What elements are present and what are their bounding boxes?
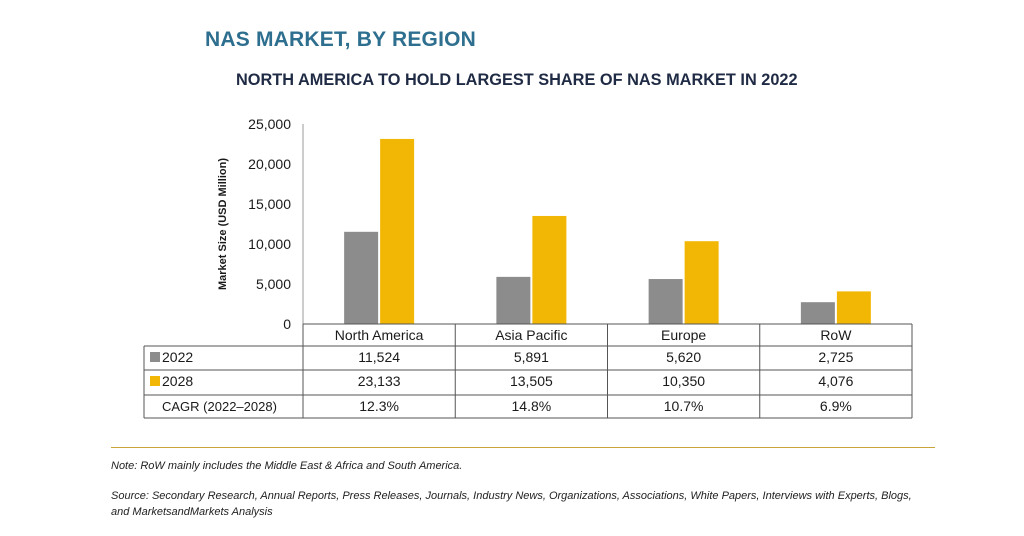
page-title: NAS MARKET, BY REGION bbox=[205, 28, 477, 51]
legend-swatch-2022 bbox=[150, 352, 160, 362]
source-note: Source: Secondary Research, Annual Repor… bbox=[111, 490, 912, 518]
bar-chart: 0 5,000 10,000 15,000 20,000 25,000 Market Siz… bbox=[143, 116, 913, 419]
category-label: Europe bbox=[661, 327, 706, 343]
category-label: North America bbox=[335, 327, 424, 343]
data-label: 13,505 bbox=[510, 373, 553, 389]
cagr-value: 12.3% bbox=[359, 398, 399, 414]
cagr-row-label: CAGR (2022–2028) bbox=[162, 399, 277, 414]
data-label: 23,133 bbox=[358, 373, 401, 389]
category-label: Asia Pacific bbox=[495, 327, 567, 343]
data-label: 5,891 bbox=[514, 349, 549, 365]
legend-label-2022: 2022 bbox=[162, 349, 193, 365]
chart-subtitle: NORTH AMERICA TO HOLD LARGEST SHARE OF N… bbox=[236, 70, 798, 89]
y-tick-label: 20,000 bbox=[248, 156, 291, 172]
footer-divider bbox=[111, 447, 935, 448]
cagr-value: 14.8% bbox=[512, 398, 552, 414]
y-tick-label: 10,000 bbox=[248, 236, 291, 252]
bar-2022 bbox=[344, 231, 379, 324]
y-tick-label: 25,000 bbox=[248, 116, 291, 132]
y-tick-label: 15,000 bbox=[248, 196, 291, 212]
bar-2028 bbox=[836, 291, 871, 324]
cagr-value: 6.9% bbox=[820, 398, 852, 414]
bar-2028 bbox=[532, 215, 567, 324]
bar-2022 bbox=[496, 276, 531, 324]
data-label: 10,350 bbox=[662, 373, 705, 389]
bar-2028 bbox=[380, 138, 415, 324]
footnote: Note: RoW mainly includes the Middle Eas… bbox=[111, 460, 463, 472]
bar-2022 bbox=[800, 302, 835, 324]
y-axis-label: Market Size (USD Million) bbox=[217, 158, 229, 290]
data-label: 11,524 bbox=[358, 349, 400, 365]
data-label: 5,620 bbox=[666, 349, 701, 365]
bar-2028 bbox=[684, 241, 719, 324]
data-label: 4,076 bbox=[818, 373, 853, 389]
bar-2022 bbox=[648, 279, 683, 324]
legend-swatch-2028 bbox=[150, 376, 160, 386]
y-tick-label: 0 bbox=[283, 316, 291, 332]
legend-label-2028: 2028 bbox=[162, 373, 193, 389]
y-tick-label: 5,000 bbox=[256, 276, 291, 292]
category-label: RoW bbox=[820, 327, 852, 343]
data-label: 2,725 bbox=[818, 349, 853, 365]
cagr-value: 10.7% bbox=[664, 398, 704, 414]
